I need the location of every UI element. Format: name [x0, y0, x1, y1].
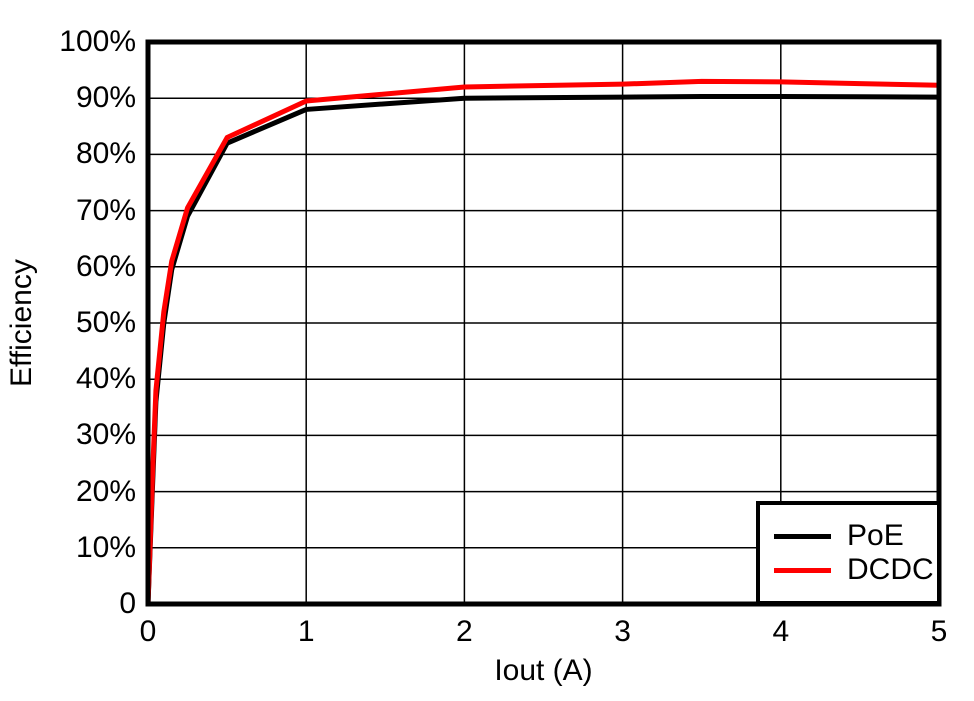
y-tick-label: 40% — [75, 362, 136, 396]
legend-item-poe: PoE — [774, 519, 937, 553]
legend-label: PoE — [847, 519, 904, 552]
y-tick-label: 80% — [75, 137, 136, 171]
y-tick-label: 90% — [75, 81, 136, 115]
x-tick-label: 3 — [614, 615, 631, 648]
x-tick-label: 4 — [772, 615, 790, 648]
x-tick-label: 5 — [930, 615, 948, 648]
x-tick-label: 2 — [456, 615, 473, 648]
legend: PoE DCDC — [756, 501, 941, 605]
y-tick-label: 30% — [75, 418, 136, 452]
y-tick-label: 10% — [75, 530, 136, 564]
legend-item-dcdc: DCDC — [774, 553, 937, 587]
series-lines — [145, 78, 940, 605]
y-tick-label: 50% — [75, 306, 136, 339]
y-tick-label: 0 — [119, 587, 136, 620]
y-tick-label: 60% — [75, 249, 136, 283]
y-tick-label: 70% — [75, 193, 136, 227]
legend-line-sample-poe — [774, 533, 831, 539]
plot-frame — [145, 39, 942, 607]
y-tick-label: 100% — [59, 25, 136, 58]
x-tick-label: 1 — [297, 615, 315, 648]
x-axis-title: Iout (A) — [494, 654, 593, 687]
legend-label: DCDC — [847, 553, 934, 586]
series-line-dcdc — [145, 78, 940, 605]
legend-line-sample-dcdc — [774, 567, 831, 573]
x-tick-label: 0 — [139, 615, 157, 648]
y-tick-label: 20% — [75, 474, 136, 508]
